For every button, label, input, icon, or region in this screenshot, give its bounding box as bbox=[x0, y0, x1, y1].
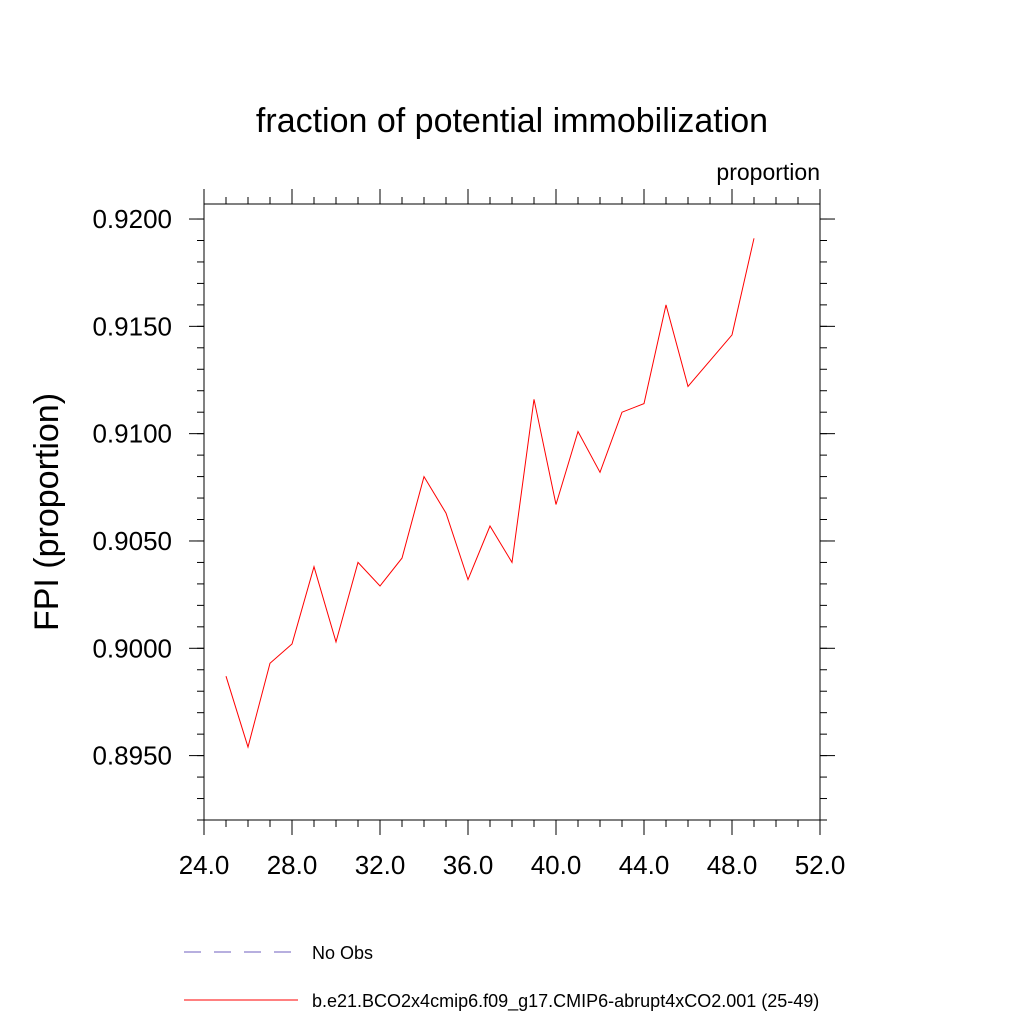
x-tick-label: 36.0 bbox=[443, 850, 494, 880]
chart-title: fraction of potential immobilization bbox=[256, 102, 768, 140]
x-tick-label: 44.0 bbox=[619, 850, 670, 880]
units-label: proportion bbox=[716, 159, 820, 185]
y-tick-label: 0.9000 bbox=[92, 633, 172, 663]
y-tick-label: 0.8950 bbox=[92, 741, 172, 771]
x-tick-label: 32.0 bbox=[355, 850, 406, 880]
series-line bbox=[225, 238, 755, 749]
y-tick-label: 0.9200 bbox=[92, 204, 172, 234]
legend-label-model: b.e21.BCO2x4cmip6.f09_g17.CMIP6-abrupt4x… bbox=[312, 991, 819, 1012]
x-tick-label: 28.0 bbox=[267, 850, 318, 880]
x-tick-label: 40.0 bbox=[531, 850, 582, 880]
x-tick-label: 52.0 bbox=[795, 850, 846, 880]
series-layer bbox=[225, 238, 755, 749]
y-tick-label: 0.9100 bbox=[92, 419, 172, 449]
tick-labels: 24.0 28.0 32.0 36.0 40.0 44.0 48.0 52.0 0.8950 0.… bbox=[92, 204, 845, 880]
y-tick-label: 0.9150 bbox=[92, 311, 172, 341]
axis-ticks bbox=[189, 189, 835, 835]
plot-frame bbox=[203, 203, 821, 821]
x-tick-label: 48.0 bbox=[707, 850, 758, 880]
y-tick-label: 0.9050 bbox=[92, 526, 172, 556]
x-tick-label: 24.0 bbox=[179, 850, 230, 880]
legend: No Obs b.e21.BCO2x4cmip6.f09_g17.CMIP6-a… bbox=[184, 943, 819, 1012]
legend-label-no-obs: No Obs bbox=[312, 943, 373, 963]
y-axis-label: FPI (proportion) bbox=[28, 393, 66, 631]
